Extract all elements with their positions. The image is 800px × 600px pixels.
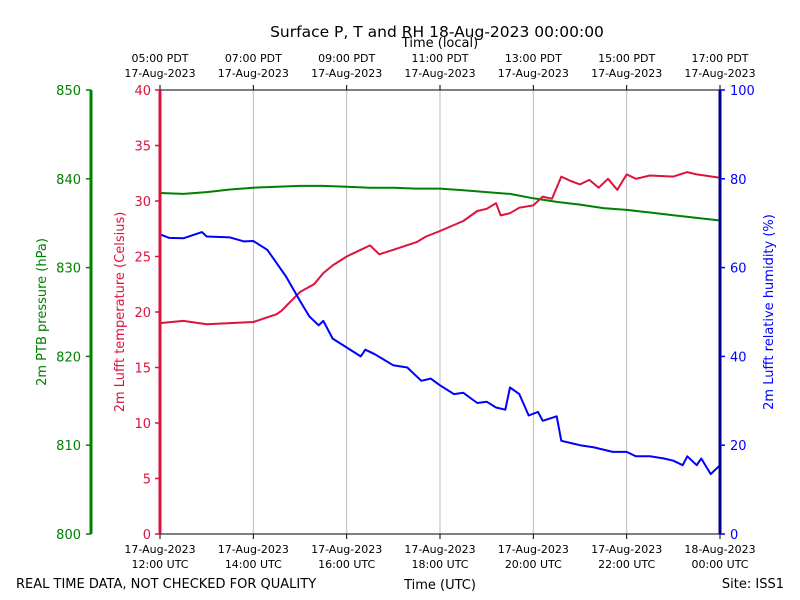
temperature-tick-label: 25 xyxy=(134,251,151,266)
humidity-series-line xyxy=(159,231,721,476)
bottom-tick-label: 00:00 UTC xyxy=(691,558,748,571)
humidity-tick-label: 100 xyxy=(730,84,755,99)
bottom-tick-label: 18:00 UTC xyxy=(411,558,468,571)
top-axis-label: Time (local) xyxy=(401,36,478,51)
bottom-tick-label: 20:00 UTC xyxy=(505,558,562,571)
pressure-series-line xyxy=(159,184,721,222)
bottom-tick-label: 12:00 UTC xyxy=(131,558,188,571)
footer-right: Site: ISS1 xyxy=(722,577,784,592)
pressure-tick-label: 840 xyxy=(56,173,81,188)
pressure-tick-label: 820 xyxy=(56,350,81,365)
grid-lines xyxy=(252,90,628,534)
top-tick-label: 17:00 PDT xyxy=(691,52,748,65)
temperature-tick-label: 0 xyxy=(143,528,151,543)
top-tick-label: 17-Aug-2023 xyxy=(124,67,195,80)
temperature-tick-label: 20 xyxy=(134,306,151,321)
pressure-tick-label: 850 xyxy=(56,84,81,99)
text-layer: Surface P, T and RH 18-Aug-2023 00:00:00… xyxy=(16,23,784,593)
pressure-tick-label: 830 xyxy=(56,262,81,277)
bottom-tick-label: 17-Aug-2023 xyxy=(311,543,382,556)
top-tick-label: 17-Aug-2023 xyxy=(684,67,755,80)
top-tick-label: 17-Aug-2023 xyxy=(404,67,475,80)
temperature-tick-label: 40 xyxy=(134,84,151,99)
temperature-tick-label: 30 xyxy=(134,195,151,210)
bottom-tick-label: 17-Aug-2023 xyxy=(124,543,195,556)
top-tick-label: 17-Aug-2023 xyxy=(311,67,382,80)
top-tick-label: 13:00 PDT xyxy=(505,52,562,65)
pressure-tick-label: 810 xyxy=(56,439,81,454)
top-tick-label: 17-Aug-2023 xyxy=(498,67,569,80)
bottom-tick-label: 16:00 UTC xyxy=(318,558,375,571)
pressure-tick-label: 800 xyxy=(56,528,81,543)
top-tick-label: 17-Aug-2023 xyxy=(218,67,289,80)
temperature-series-line xyxy=(159,171,721,326)
pressure-axis-label: 2m PTB pressure (hPa) xyxy=(35,238,50,386)
temperature-axis-label: 2m Lufft temperature (Celsius) xyxy=(113,212,128,413)
humidity-tick-label: 20 xyxy=(730,439,747,454)
bottom-tick-label: 18-Aug-2023 xyxy=(684,543,755,556)
top-tick-label: 15:00 PDT xyxy=(598,52,655,65)
bottom-axis-label: Time (UTC) xyxy=(403,578,476,593)
humidity-tick-label: 80 xyxy=(730,173,747,188)
temperature-tick-label: 35 xyxy=(134,140,151,155)
footer-left: REAL TIME DATA, NOT CHECKED FOR QUALITY xyxy=(16,577,316,592)
top-tick-label: 05:00 PDT xyxy=(131,52,188,65)
humidity-tick-label: 60 xyxy=(730,262,747,277)
bottom-tick-label: 22:00 UTC xyxy=(598,558,655,571)
top-tick-label: 17-Aug-2023 xyxy=(591,67,662,80)
bottom-tick-label: 17-Aug-2023 xyxy=(591,543,662,556)
series-layer xyxy=(159,171,721,476)
temperature-tick-label: 10 xyxy=(134,417,151,432)
humidity-axis-label: 2m Lufft relative humidity (%) xyxy=(762,214,777,410)
bottom-tick-label: 14:00 UTC xyxy=(225,558,282,571)
bottom-tick-label: 17-Aug-2023 xyxy=(404,543,475,556)
temperature-tick-label: 15 xyxy=(134,362,151,377)
top-tick-label: 09:00 PDT xyxy=(318,52,375,65)
temperature-tick-label: 5 xyxy=(143,473,151,488)
top-tick-label: 11:00 PDT xyxy=(411,52,468,65)
chart-title: Surface P, T and RH 18-Aug-2023 00:00:00 xyxy=(270,23,604,41)
humidity-tick-label: 0 xyxy=(730,528,738,543)
bottom-tick-label: 17-Aug-2023 xyxy=(498,543,569,556)
bottom-tick-label: 17-Aug-2023 xyxy=(218,543,289,556)
humidity-tick-label: 40 xyxy=(730,350,747,365)
top-tick-label: 07:00 PDT xyxy=(225,52,282,65)
axes-layer: 0 5 10 15 20 25 30 35 40 0 20 40 60 80 100 800 810 820 830… xyxy=(56,52,755,571)
